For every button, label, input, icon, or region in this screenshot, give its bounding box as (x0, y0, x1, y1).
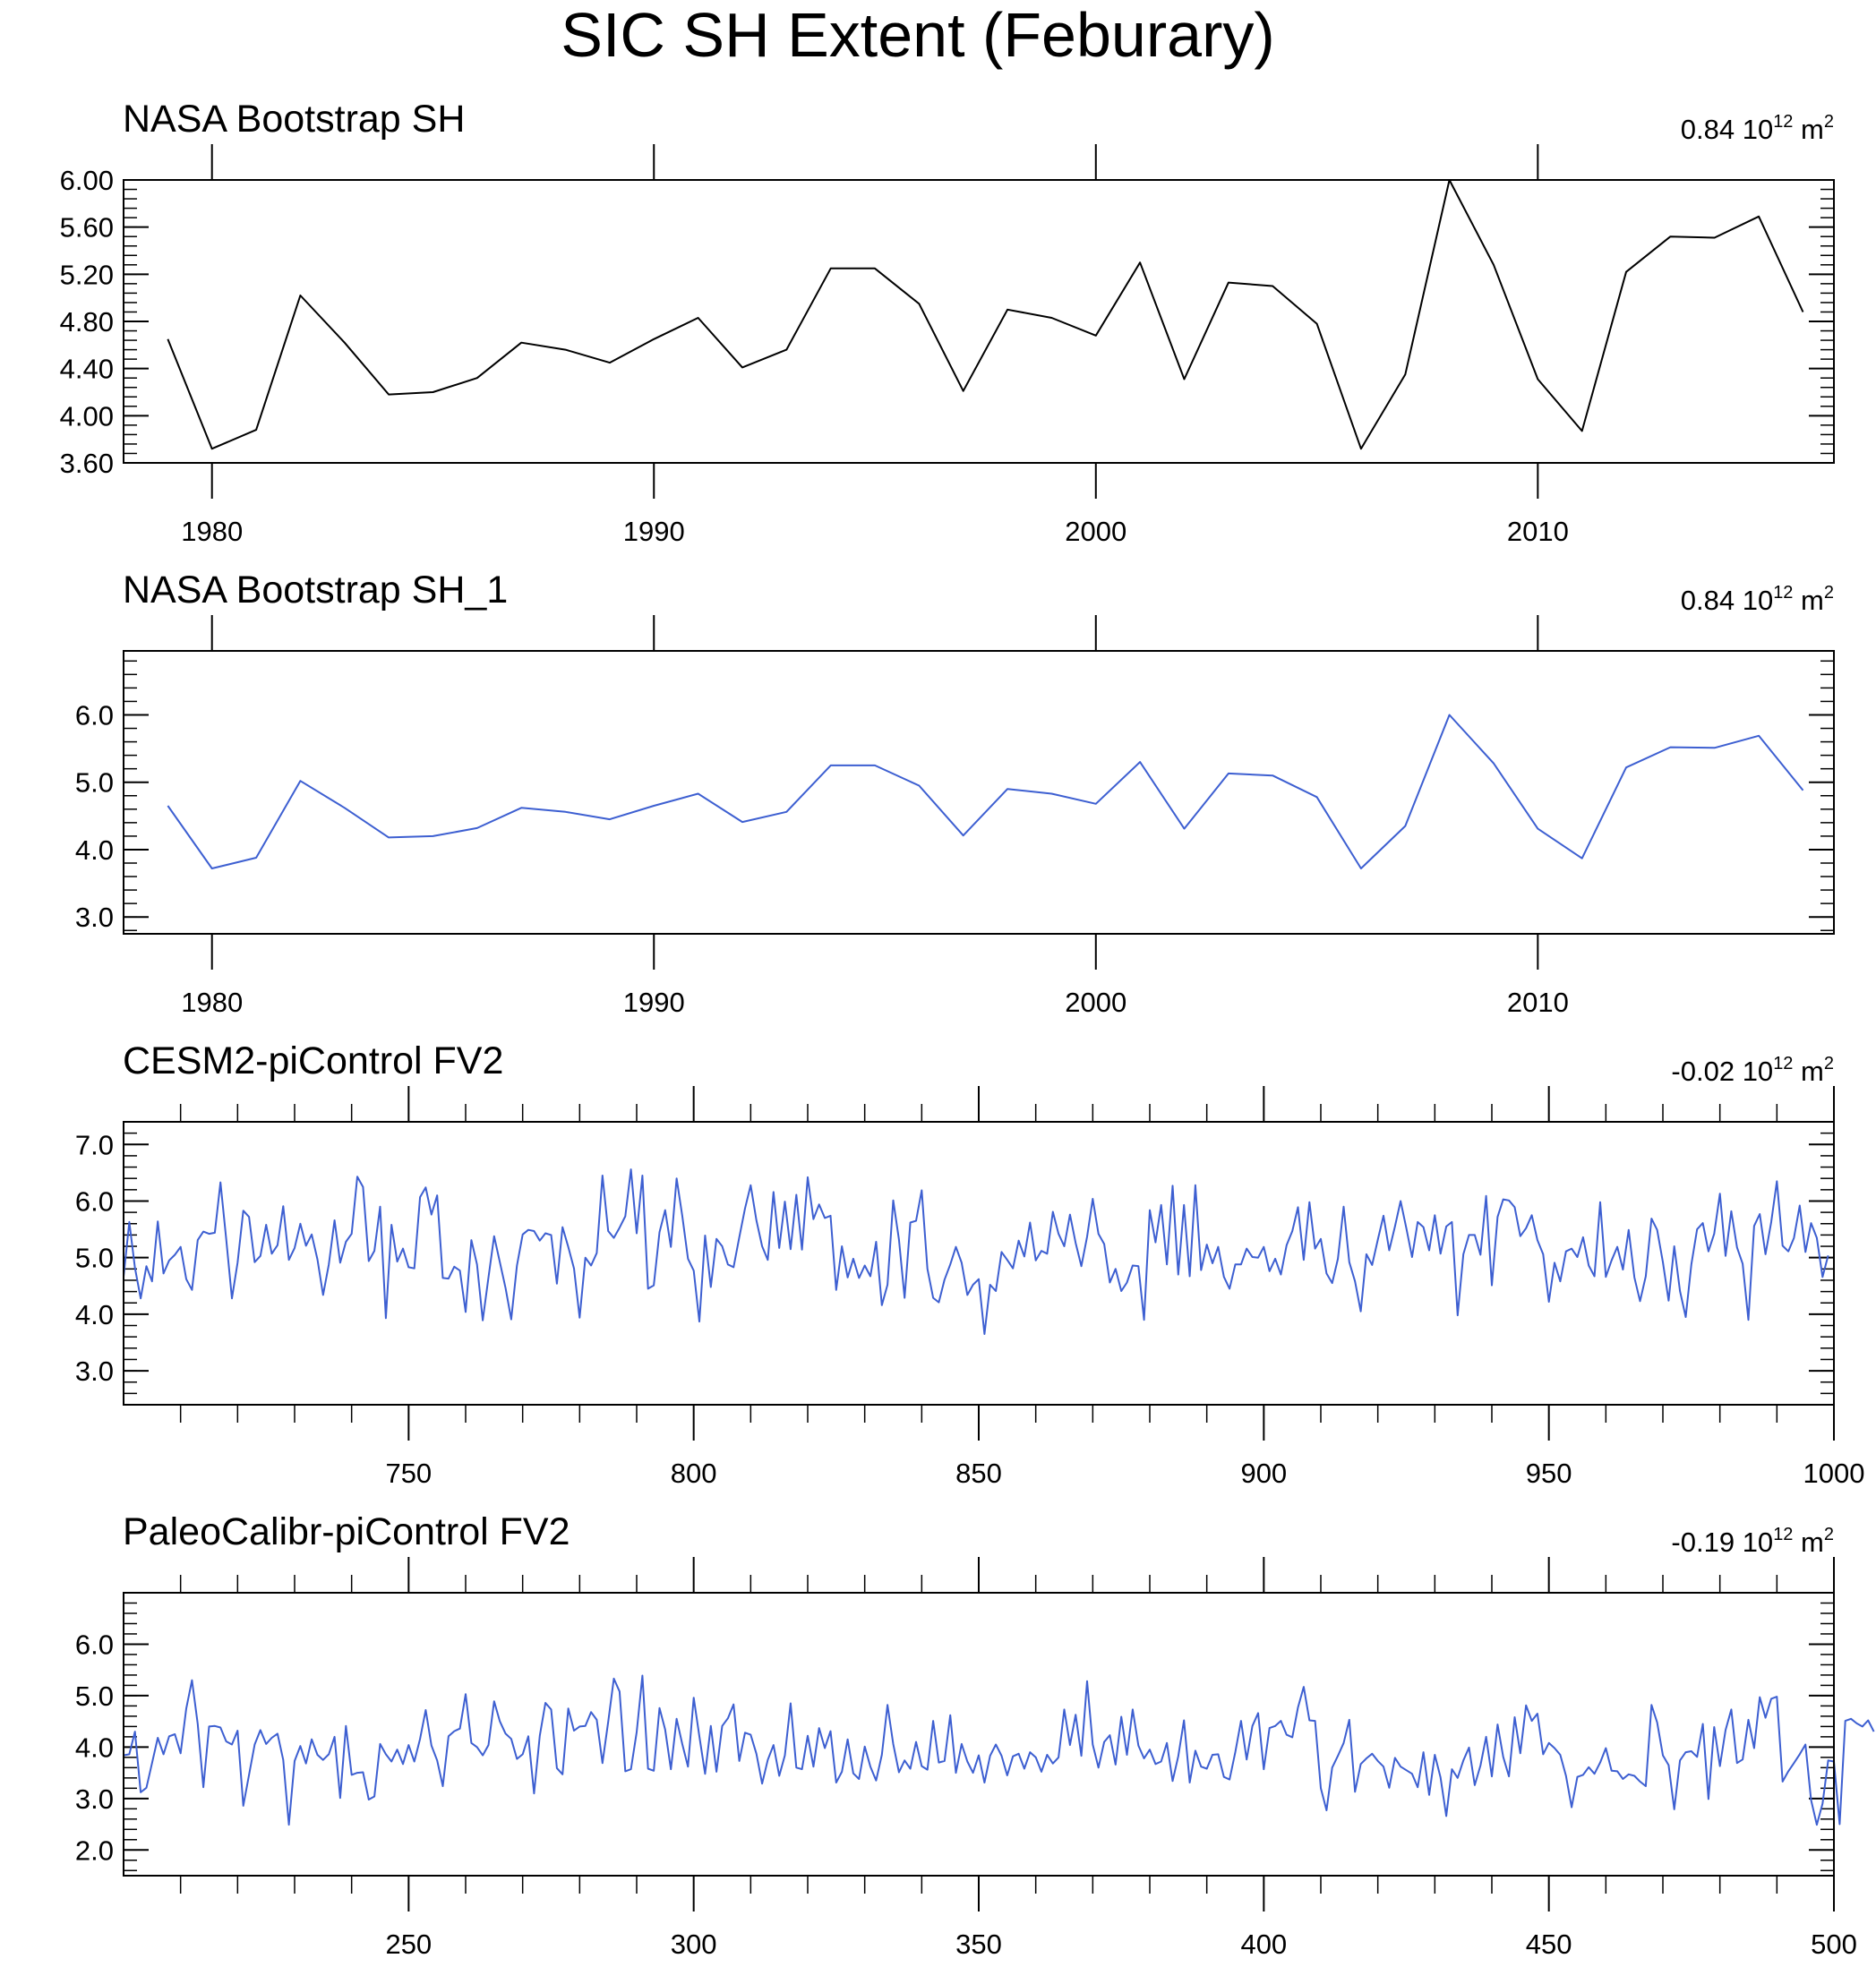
x-tick-label: 800 (671, 1458, 717, 1489)
series-line (123, 1674, 1875, 1826)
y-tick-label: 5.20 (60, 259, 114, 290)
y-tick-label: 5.0 (75, 1243, 114, 1274)
panel-title: NASA Bootstrap SH_1 (123, 569, 508, 611)
y-tick-label: 3.0 (75, 1783, 114, 1815)
y-tick-label: 5.60 (60, 212, 114, 244)
y-tick-label: 4.80 (60, 306, 114, 338)
series-line (123, 1168, 1829, 1335)
x-tick-label: 950 (1526, 1458, 1572, 1489)
x-tick-label: 2010 (1507, 987, 1569, 1018)
x-tick-label: 1000 (1803, 1458, 1865, 1489)
y-tick-label: 3.0 (75, 1356, 114, 1387)
plot-frame (123, 1592, 1835, 1877)
x-tick-label: 2010 (1507, 516, 1569, 547)
chart-panel-1: NASA Bootstrap SH 0.84 1012 m2 3.60 4.00 4.4… (60, 98, 1835, 547)
x-tick-label: 900 (1240, 1458, 1287, 1489)
x-tick-label: 1990 (623, 987, 685, 1018)
chart-panel-3: CESM2-piControl FV2 -0.02 1012 m2 3.0 4.0 5.… (75, 1039, 1865, 1489)
y-tick-label: 6.0 (75, 699, 114, 731)
plot-frame (123, 179, 1835, 464)
panels: NASA Bootstrap SH 0.84 1012 m2 3.60 4.00 4.4… (60, 98, 1875, 1960)
y-tick-label: 6.0 (75, 1185, 114, 1217)
series-line (167, 179, 1804, 450)
x-tick-label: 250 (385, 1929, 432, 1960)
panel-stat-label: 0.84 1012 m2 (1681, 112, 1834, 145)
plot-frame (123, 650, 1835, 935)
series-line (167, 714, 1804, 869)
y-tick-label: 3.0 (75, 902, 114, 933)
x-tick-label: 750 (385, 1458, 432, 1489)
y-tick-label: 5.0 (75, 767, 114, 799)
chart-panel-4: PaleoCalibr-piControl FV2 -0.19 1012 m2 2.… (75, 1510, 1875, 1960)
x-tick-label: 2000 (1065, 516, 1126, 547)
x-tick-label: 1980 (181, 516, 243, 547)
x-tick-label: 500 (1811, 1929, 1857, 1960)
x-tick-label: 450 (1526, 1929, 1572, 1960)
panel-stat-label: -0.19 1012 m2 (1671, 1525, 1834, 1558)
y-tick-label: 3.60 (60, 448, 114, 479)
x-tick-label: 1990 (623, 516, 685, 547)
panel-title: NASA Bootstrap SH (123, 98, 465, 141)
y-tick-label: 5.0 (75, 1681, 114, 1712)
y-tick-label: 4.0 (75, 1299, 114, 1330)
x-tick-label: 1980 (181, 987, 243, 1018)
panel-title: PaleoCalibr-piControl FV2 (123, 1510, 570, 1553)
x-tick-label: 2000 (1065, 987, 1126, 1018)
x-tick-label: 850 (955, 1458, 1002, 1489)
figure-title: SIC SH Extent (Feburary) (561, 0, 1274, 70)
y-tick-label: 7.0 (75, 1129, 114, 1160)
panel-title: CESM2-piControl FV2 (123, 1039, 503, 1082)
x-tick-label: 300 (671, 1929, 717, 1960)
y-tick-label: 4.0 (75, 834, 114, 866)
x-tick-label: 400 (1240, 1929, 1287, 1960)
chart-panel-2: NASA Bootstrap SH_1 0.84 1012 m2 3.0 4.0 5.0… (75, 569, 1835, 1018)
y-tick-label: 4.0 (75, 1732, 114, 1763)
y-tick-label: 4.40 (60, 354, 114, 385)
y-tick-label: 2.0 (75, 1834, 114, 1866)
y-tick-label: 6.00 (60, 165, 114, 196)
panel-stat-label: -0.02 1012 m2 (1671, 1054, 1834, 1087)
x-tick-label: 350 (955, 1929, 1002, 1960)
y-tick-label: 6.0 (75, 1629, 114, 1660)
plot-frame (123, 1121, 1835, 1406)
panel-stat-label: 0.84 1012 m2 (1681, 583, 1834, 616)
y-tick-label: 4.00 (60, 400, 114, 432)
